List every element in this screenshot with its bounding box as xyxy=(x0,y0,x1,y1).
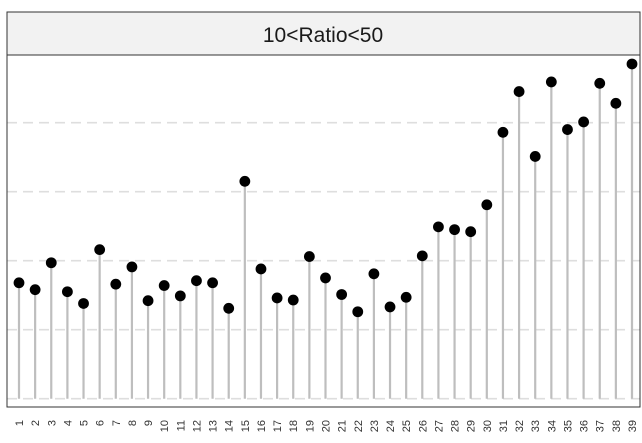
x-tick-label-8: 8 xyxy=(127,420,139,426)
x-tick-label-19: 19 xyxy=(304,420,316,432)
point-37 xyxy=(594,77,606,89)
point-16 xyxy=(255,263,267,275)
point-27 xyxy=(433,221,444,233)
strip-background xyxy=(6,11,641,56)
point-11 xyxy=(174,290,186,302)
point-26 xyxy=(416,250,428,262)
x-tick-label-9: 9 xyxy=(143,420,155,426)
point-31 xyxy=(497,126,509,138)
x-tick-label-21: 21 xyxy=(337,420,349,432)
panel-border xyxy=(6,54,641,408)
point-9 xyxy=(142,295,154,307)
x-tick-label-3: 3 xyxy=(46,420,58,426)
point-33 xyxy=(529,151,541,162)
point-4 xyxy=(61,286,73,298)
point-21 xyxy=(336,289,348,300)
x-tick-label-30: 30 xyxy=(482,420,494,432)
x-tick-label-2: 2 xyxy=(30,420,42,426)
x-tick-label-35: 35 xyxy=(562,420,574,432)
x-tick-label-14: 14 xyxy=(224,420,236,432)
point-18 xyxy=(287,294,299,306)
point-10 xyxy=(158,280,170,291)
point-34 xyxy=(545,76,557,88)
point-35 xyxy=(562,124,573,135)
x-tick-label-4: 4 xyxy=(62,420,74,426)
x-tick-label-24: 24 xyxy=(385,420,397,432)
x-tick-label-28: 28 xyxy=(450,420,462,432)
point-7 xyxy=(110,278,122,290)
x-tick-label-39: 39 xyxy=(627,420,639,432)
point-28 xyxy=(449,224,460,236)
x-tick-label-25: 25 xyxy=(401,420,413,432)
x-tick-label-11: 11 xyxy=(175,420,187,431)
x-tick-labels: 1 2 3 4 5 6 7 8 9 10 11 12 13 14 15 16 17 18 19 20 21 22 23 24 2… xyxy=(14,420,639,432)
point-3 xyxy=(45,257,57,269)
x-tick-label-27: 27 xyxy=(433,420,445,432)
point-12 xyxy=(191,275,202,287)
point-30 xyxy=(481,199,493,211)
x-tick-label-17: 17 xyxy=(272,420,284,432)
point-32 xyxy=(513,86,525,97)
x-tick-label-29: 29 xyxy=(466,420,478,432)
point-22 xyxy=(352,306,364,318)
x-tick-label-36: 36 xyxy=(579,420,591,432)
x-tick-label-13: 13 xyxy=(208,420,220,432)
x-tick-label-33: 33 xyxy=(530,420,542,432)
point-25 xyxy=(400,291,412,303)
point-38 xyxy=(610,97,622,109)
point-8 xyxy=(126,261,138,273)
point-39 xyxy=(626,58,638,70)
x-tick-label-22: 22 xyxy=(353,420,365,432)
point-13 xyxy=(207,277,218,289)
x-tick-label-10: 10 xyxy=(159,420,171,432)
x-tick-label-18: 18 xyxy=(288,420,300,432)
point-23 xyxy=(368,268,380,280)
point-6 xyxy=(94,244,106,256)
x-tick-label-5: 5 xyxy=(79,420,91,426)
point-2 xyxy=(29,284,41,296)
x-tick-label-26: 26 xyxy=(417,420,429,432)
x-tick-label-31: 31 xyxy=(498,420,510,432)
x-tick-label-15: 15 xyxy=(240,420,252,432)
x-tick-label-7: 7 xyxy=(111,420,123,426)
x-tick-label-20: 20 xyxy=(321,420,333,432)
point-24 xyxy=(384,301,396,313)
point-17 xyxy=(271,292,283,304)
x-tick-label-16: 16 xyxy=(256,420,268,432)
x-tick-label-1: 1 xyxy=(14,420,26,426)
point-20 xyxy=(320,272,331,284)
point-15 xyxy=(239,175,251,187)
points xyxy=(13,58,638,318)
point-5 xyxy=(78,298,89,309)
facet-label: 10<Ratio<50 xyxy=(263,24,383,47)
x-tick-label-34: 34 xyxy=(546,420,558,432)
x-tick-label-37: 37 xyxy=(595,420,607,432)
point-19 xyxy=(303,251,315,262)
x-tick-label-32: 32 xyxy=(514,420,526,432)
point-14 xyxy=(223,302,235,314)
point-29 xyxy=(465,226,477,238)
x-tick-label-12: 12 xyxy=(191,420,203,432)
gridlines xyxy=(7,121,640,400)
point-1 xyxy=(13,277,25,289)
stems xyxy=(17,63,634,399)
x-tick-label-6: 6 xyxy=(95,420,107,426)
x-tick-label-23: 23 xyxy=(369,420,381,432)
point-36 xyxy=(578,116,590,128)
x-tick-label-38: 38 xyxy=(611,420,623,432)
